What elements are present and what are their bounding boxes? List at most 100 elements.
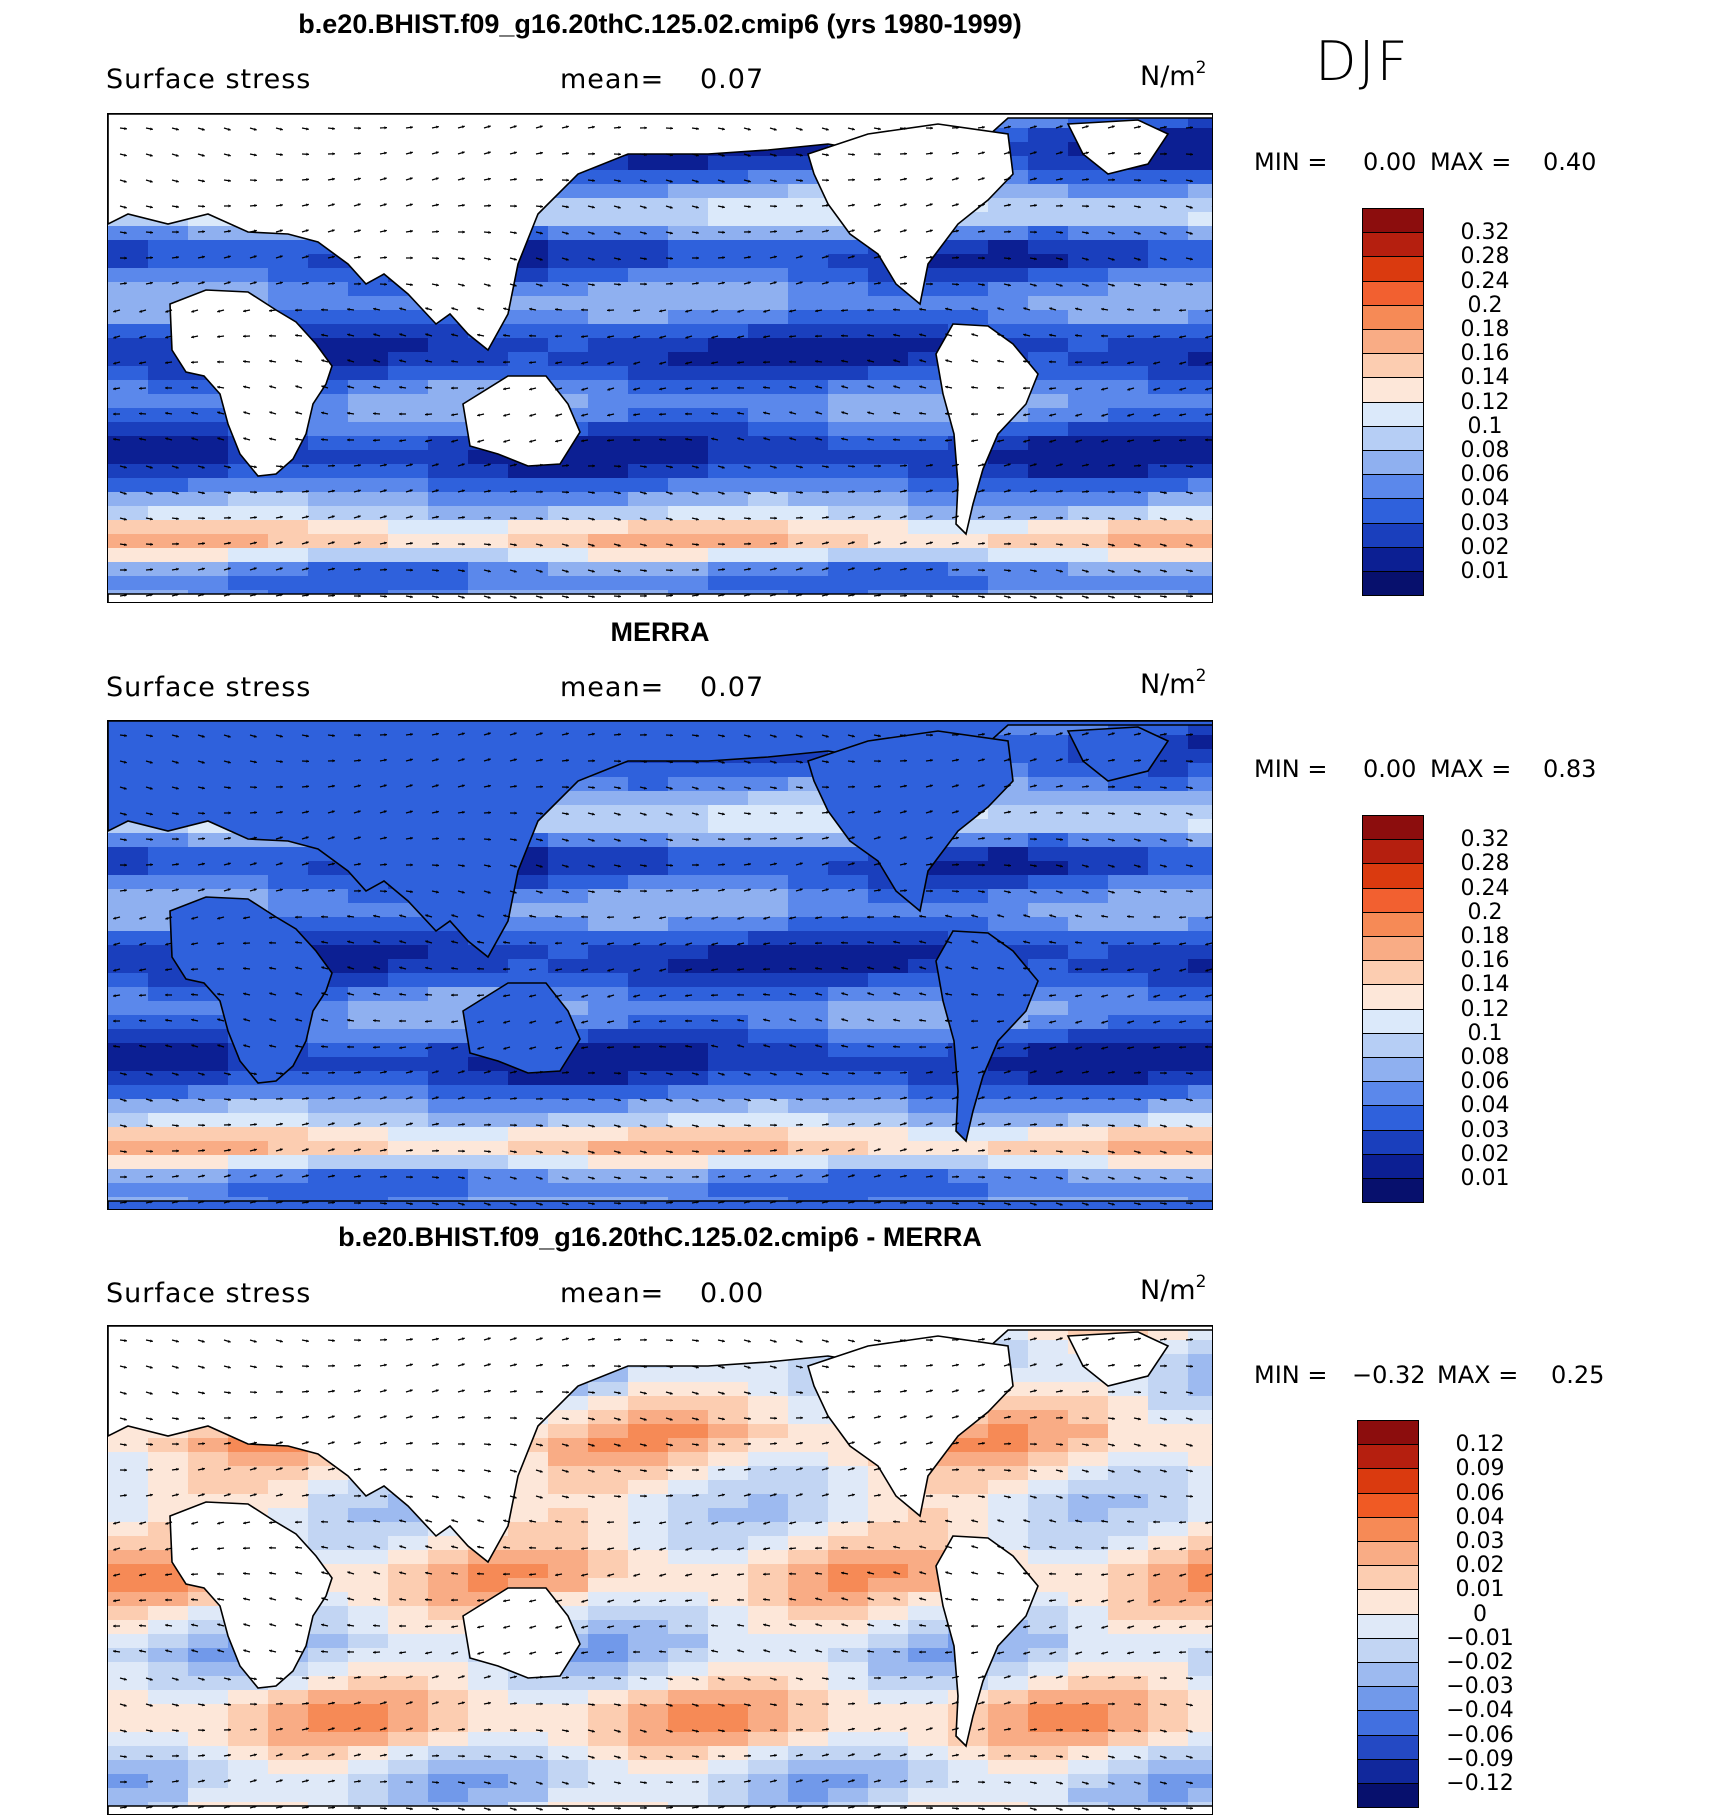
field-cell: [948, 548, 989, 563]
field-cell: [668, 408, 709, 423]
wind-vector-head: [893, 1018, 896, 1022]
wind-vector-head: [1138, 1071, 1141, 1075]
wind-vector-head: [306, 1096, 309, 1100]
wind-vector-head: [1060, 837, 1063, 842]
wind-vector-head: [123, 1098, 127, 1102]
field-cell: [508, 324, 549, 339]
field-cell: [1068, 352, 1109, 367]
field-cell: [868, 450, 909, 465]
field-cell: [788, 1057, 829, 1072]
field-cell: [1148, 889, 1189, 904]
field-cell: [148, 1015, 189, 1030]
field-cell: [708, 1099, 749, 1114]
wind-vector-head: [1059, 758, 1063, 762]
wind-vector-head: [919, 966, 923, 970]
wind-vector-head: [919, 1045, 922, 1049]
wind-vector-head: [254, 785, 257, 789]
field-cell: [748, 1141, 789, 1156]
wind-vector-head: [1137, 732, 1141, 736]
field-cell: [628, 198, 669, 213]
field-cell: [668, 226, 709, 241]
field-cell: [668, 805, 709, 820]
wind-vector-head: [1205, 413, 1208, 417]
field-cell: [388, 534, 429, 549]
field-cell: [1108, 1099, 1149, 1114]
wind-vector-head: [124, 593, 127, 597]
wind-vector-head: [1111, 864, 1115, 868]
wind-vector-head: [1163, 231, 1167, 235]
wind-vector-head: [711, 335, 715, 339]
field-cell: [308, 1001, 349, 1016]
wind-vector-head: [202, 204, 205, 208]
field-cell: [1108, 268, 1149, 283]
wind-vector-head: [982, 732, 985, 736]
wind-vector-head: [592, 890, 595, 894]
field-cell: [628, 931, 669, 946]
wind-vector-head: [1023, 914, 1027, 918]
wind-vector-head: [228, 229, 231, 233]
field-cell: [588, 548, 629, 563]
wind-vector-head: [826, 465, 829, 469]
field-cell: [588, 945, 629, 960]
map-panel: [107, 113, 1213, 603]
wind-vector-head: [852, 490, 855, 494]
field-cell: [868, 548, 909, 563]
wind-vector-head: [903, 489, 907, 493]
field-cell: [548, 931, 589, 946]
wind-vector-head: [1127, 361, 1130, 365]
field-cell: [1108, 1029, 1149, 1044]
field-cell: [868, 338, 909, 353]
wind-vector: [1211, 1099, 1212, 1100]
wind-vector-head: [644, 282, 647, 286]
wind-vector-head: [347, 333, 351, 337]
wind-vector-head: [279, 836, 283, 840]
wind-vector-head: [1033, 283, 1037, 287]
field-cell: [868, 1155, 909, 1170]
wind-vector-head: [748, 255, 751, 259]
field-cell: [548, 917, 589, 932]
field-cell: [1108, 380, 1149, 395]
wind-vector-head: [1023, 993, 1026, 997]
field-cell: [828, 492, 869, 507]
field-cell: [948, 847, 989, 862]
wind-vector-head: [373, 992, 377, 996]
wind-vector-head: [113, 309, 117, 313]
field-cell: [868, 492, 909, 507]
wind-vector-head: [383, 177, 387, 181]
wind-vector-head: [539, 838, 543, 842]
wind-vector-head: [789, 437, 793, 441]
wind-vector-head: [436, 125, 439, 129]
wind-vector-head: [1164, 759, 1167, 763]
wind-vector-head: [643, 812, 647, 816]
field-cell: [1108, 819, 1149, 834]
field-cell: [1148, 156, 1189, 171]
field-cell: [868, 1183, 909, 1198]
field-cell: [988, 1155, 1029, 1170]
wind-vector-head: [217, 335, 220, 339]
wind-vector-head: [1008, 863, 1011, 867]
field-cell: [828, 450, 869, 465]
colorbar-tick-label: 0.04: [1460, 486, 1510, 512]
wind-vector-head: [1060, 784, 1063, 788]
field-cell: [948, 861, 989, 876]
field-cell: [668, 1057, 709, 1072]
field-cell: [988, 847, 1029, 862]
wind-vector-head: [227, 734, 231, 738]
field-cell: [788, 1085, 829, 1100]
wind-vector-head: [644, 733, 647, 737]
field-cell: [1188, 268, 1212, 283]
field-cell: [428, 1155, 469, 1170]
wind-vector-head: [919, 940, 923, 944]
field-cell: [868, 408, 909, 423]
wind-vector-head: [358, 889, 361, 893]
wind-vector-head: [503, 994, 506, 998]
field-cell: [1068, 380, 1109, 395]
field-cell: [108, 917, 149, 932]
field-cell: [948, 562, 989, 577]
field-cell: [228, 1141, 269, 1156]
wind-vector-head: [591, 1124, 595, 1128]
wind-vector-head: [1008, 568, 1011, 573]
field-cell: [988, 917, 1029, 932]
wind-vector-head: [1075, 334, 1078, 338]
wind-vector-head: [175, 491, 179, 495]
